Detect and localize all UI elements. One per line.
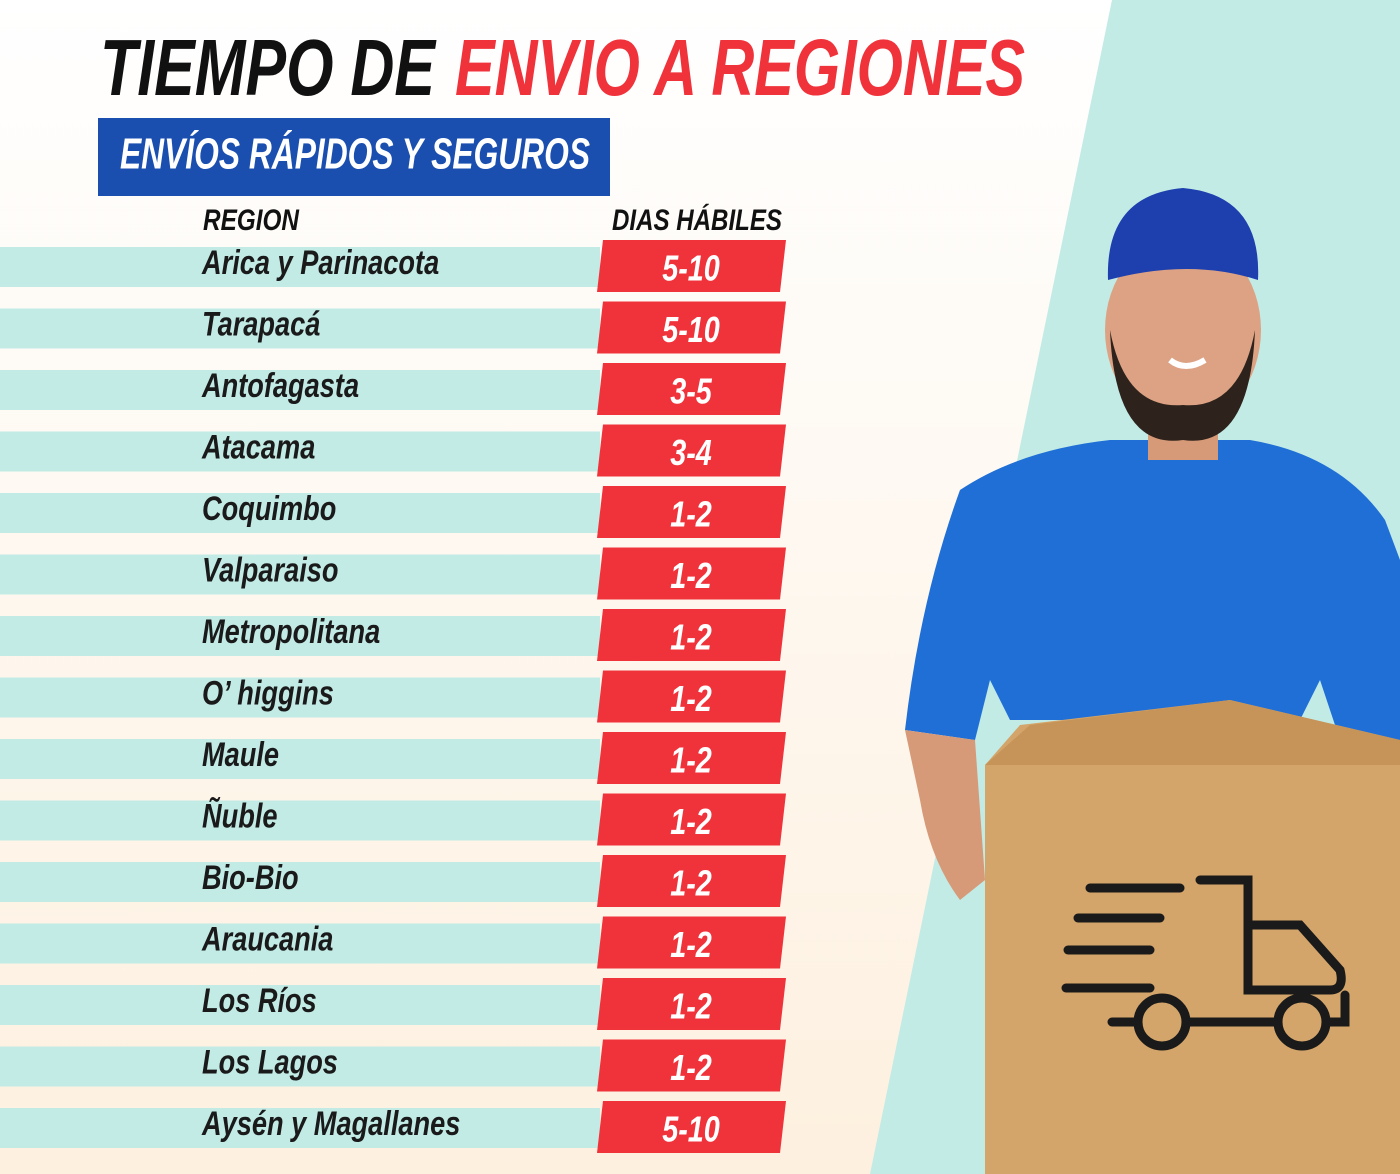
- region-cell: Araucania: [201, 920, 333, 959]
- days-value: 1-2: [670, 616, 712, 657]
- region-name: Coquimbo: [202, 489, 336, 528]
- row-stripe: [0, 923, 600, 964]
- days-value: 1-2: [670, 924, 712, 965]
- days-badge: [597, 363, 786, 415]
- region-cell: Ñuble: [202, 797, 278, 836]
- days-badge: [597, 855, 786, 907]
- row-stripe: [0, 616, 600, 656]
- region-name: Atacama: [201, 428, 315, 467]
- region-name: Arica y Parinacota: [201, 243, 439, 282]
- region-cell: O’ higgins: [202, 674, 334, 713]
- row-stripe: [0, 1108, 600, 1148]
- region-cell: Los Lagos: [202, 1043, 338, 1082]
- row-stripe: [0, 247, 600, 287]
- days-badge: [597, 301, 786, 354]
- region-name: Metropolitana: [202, 612, 380, 651]
- delivery-person: [905, 188, 1400, 1174]
- days-value: 1-2: [670, 678, 712, 719]
- region-name: Tarapacá: [202, 305, 320, 344]
- row-stripe: [0, 431, 600, 472]
- region-name: Ñuble: [202, 797, 278, 836]
- days-badge: [597, 486, 786, 538]
- days-badge: [597, 424, 786, 477]
- region-cell: Aysén y Magallanes: [201, 1104, 460, 1143]
- subtitle: ENVÍOS RÁPIDOS Y SEGUROS: [120, 129, 590, 179]
- days-cell: 1-2: [670, 985, 712, 1026]
- days-badge: [597, 240, 786, 292]
- days-cell: 1-2: [670, 801, 712, 842]
- days-value: 5-10: [662, 1108, 720, 1149]
- days-value: 5-10: [662, 309, 720, 350]
- region-name: Antofagasta: [201, 366, 359, 405]
- days-value: 1-2: [670, 739, 712, 780]
- days-value: 1-2: [670, 555, 712, 596]
- days-badge: [597, 916, 786, 969]
- region-cell: Los Ríos: [202, 981, 317, 1020]
- days-value: 3-4: [670, 432, 712, 473]
- region-cell: Bio-Bio: [202, 858, 299, 897]
- row-stripe: [0, 739, 600, 779]
- days-cell: 5-10: [662, 247, 720, 288]
- days-cell: 1-2: [670, 493, 712, 534]
- column-header: DIAS HÁBILES: [612, 203, 782, 237]
- row-stripe: [0, 370, 600, 410]
- days-value: 3-5: [670, 370, 712, 411]
- days-value: 5-10: [662, 247, 720, 288]
- days-cell: 1-2: [670, 1047, 712, 1088]
- row-stripe: [0, 308, 600, 349]
- region-cell: Metropolitana: [202, 612, 380, 651]
- days-badge: [597, 547, 786, 600]
- days-badge: [597, 978, 786, 1030]
- region-name: Maule: [202, 735, 279, 774]
- days-badge: [597, 1039, 786, 1092]
- region-name: Araucania: [201, 920, 333, 959]
- row-stripe: [0, 985, 600, 1025]
- days-cell: 1-2: [670, 739, 712, 780]
- region-cell: Arica y Parinacota: [201, 243, 439, 282]
- table: Arica y Parinacota 5-10 Tarapacá 5-10 Antofa…: [0, 240, 786, 1153]
- region-name: Valparaiso: [202, 551, 338, 590]
- row-stripe: [0, 800, 600, 841]
- days-value: 1-2: [670, 1047, 712, 1088]
- title-red: ENVIO A REGIONES: [455, 23, 1025, 112]
- days-cell: 5-10: [662, 309, 720, 350]
- days-cell: 3-4: [670, 432, 712, 473]
- days-value: 1-2: [670, 985, 712, 1026]
- days-cell: 1-2: [670, 678, 712, 719]
- region-cell: Antofagasta: [201, 366, 359, 405]
- days-badge: [597, 1101, 786, 1153]
- row-stripe: [0, 554, 600, 595]
- days-value: 1-2: [670, 493, 712, 534]
- subtitle-box: [98, 118, 610, 196]
- days-cell: 1-2: [670, 924, 712, 965]
- days-value: 1-2: [670, 801, 712, 842]
- row-stripe: [0, 677, 600, 718]
- region-name: Los Ríos: [202, 981, 317, 1020]
- region-name: Aysén y Magallanes: [201, 1104, 460, 1143]
- region-cell: Atacama: [201, 428, 315, 467]
- title-black: TIEMPO DE: [100, 23, 437, 112]
- days-cell: 3-5: [670, 370, 712, 411]
- days-cell: 1-2: [670, 862, 712, 903]
- region-cell: Tarapacá: [202, 305, 320, 344]
- row-stripe: [0, 493, 600, 533]
- row-stripe: [0, 862, 600, 902]
- region-cell: Maule: [202, 735, 279, 774]
- column-header: REGION: [203, 204, 300, 237]
- row-stripe: [0, 1046, 600, 1087]
- days-cell: 1-2: [670, 555, 712, 596]
- region-name: Los Lagos: [202, 1043, 338, 1082]
- days-value: 1-2: [670, 862, 712, 903]
- region-cell: Coquimbo: [202, 489, 336, 528]
- region-name: Bio-Bio: [202, 858, 299, 897]
- days-badge: [597, 609, 786, 661]
- days-badge: [597, 793, 786, 846]
- days-cell: 1-2: [670, 616, 712, 657]
- days-badge: [597, 670, 786, 723]
- region-cell: Valparaiso: [202, 551, 338, 590]
- days-cell: 5-10: [662, 1108, 720, 1149]
- days-badge: [597, 732, 786, 784]
- region-name: O’ higgins: [202, 674, 334, 713]
